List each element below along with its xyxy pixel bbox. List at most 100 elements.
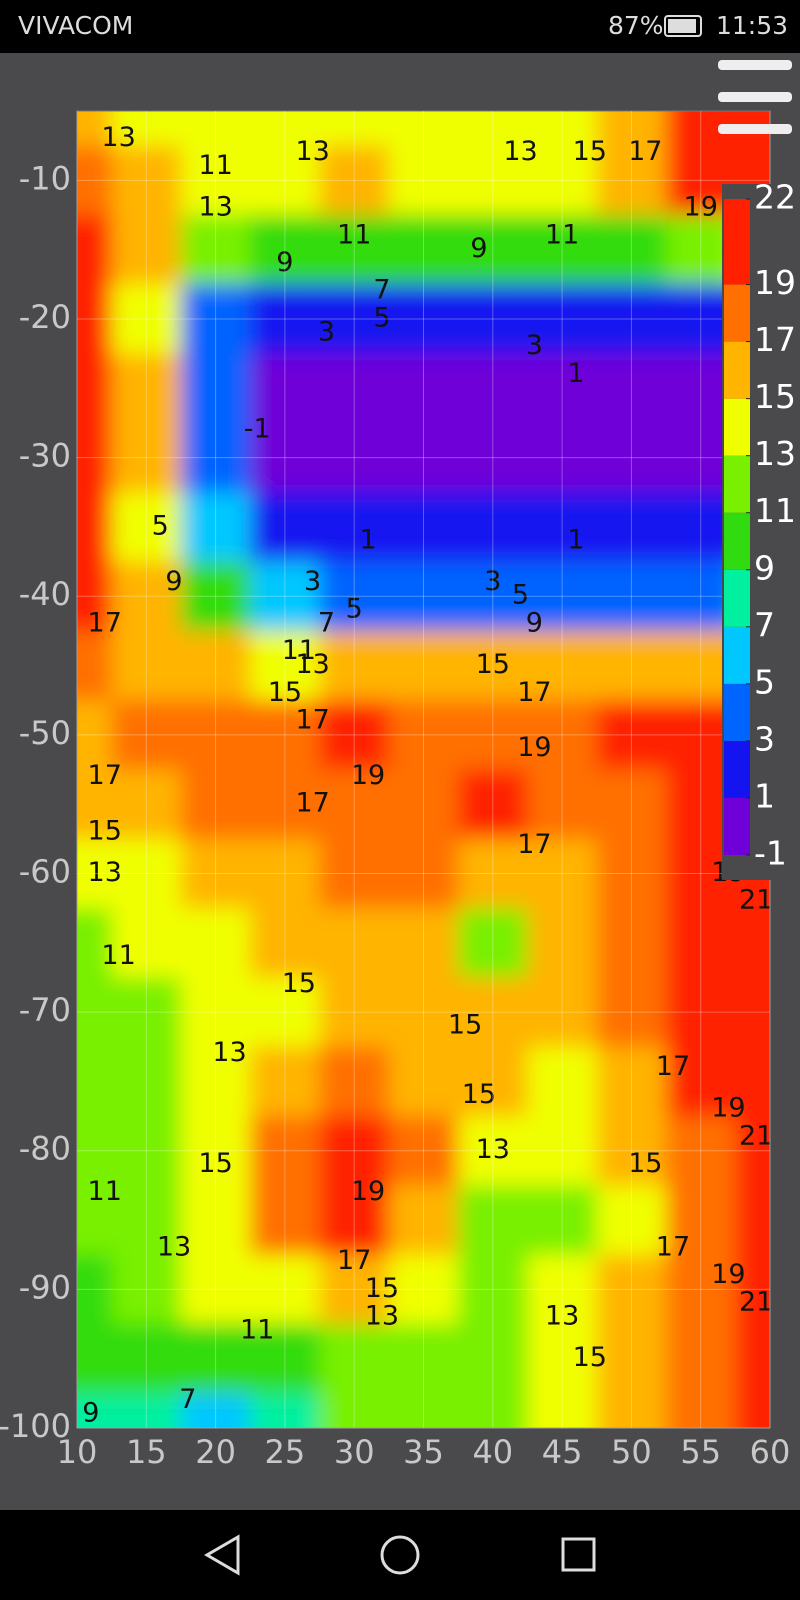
contour-cell	[180, 561, 251, 632]
contour-label: 13	[198, 192, 232, 223]
contour-cell	[319, 1324, 390, 1394]
contour-cell	[527, 145, 598, 216]
contour-label: 13	[212, 1037, 246, 1068]
contour-cell	[77, 422, 113, 493]
contour-label: 13	[476, 1134, 510, 1165]
contour-cell	[77, 145, 113, 216]
contour-cell	[527, 1046, 598, 1117]
contour-label: 5	[512, 580, 529, 611]
menu-bar[interactable]	[718, 92, 792, 102]
contour-cell	[319, 111, 390, 147]
contour-cell	[596, 284, 667, 355]
contour-cell	[596, 1324, 667, 1394]
contour-cell	[250, 111, 321, 147]
contour-label: 11	[282, 635, 316, 666]
contour-cell	[250, 1185, 321, 1256]
menu-bar[interactable]	[718, 124, 792, 134]
contour-label: 19	[351, 1176, 385, 1207]
colorbar-tick-label: 17	[754, 320, 796, 359]
x-tick-label: 10	[57, 1433, 98, 1471]
menu-button[interactable]	[718, 60, 792, 134]
contour-cell	[458, 1185, 528, 1256]
contour-cell	[77, 908, 113, 978]
contour-cell	[388, 1393, 459, 1428]
colorbar-swatch	[724, 341, 750, 399]
contour-cell	[527, 214, 598, 285]
contour-cell	[388, 630, 459, 701]
contour-cell	[77, 1116, 113, 1186]
contour-cell	[111, 630, 182, 701]
colorbar-swatch	[724, 797, 750, 855]
contour-cell	[319, 492, 390, 563]
colorbar-tick-label: -1	[754, 834, 787, 873]
nav-bar	[0, 1510, 800, 1600]
contour-label: 1	[567, 358, 584, 389]
contour-cell	[77, 1393, 113, 1428]
home-button[interactable]	[380, 1535, 420, 1575]
contour-label: 15	[198, 1148, 232, 1179]
contour-cell	[77, 561, 113, 632]
contour-label: 5	[346, 594, 363, 625]
y-tick-label: -100	[0, 1407, 71, 1445]
contour-label: 5	[373, 302, 390, 333]
contour-cell	[77, 700, 113, 770]
contour-cell	[596, 977, 667, 1048]
contour-cell	[458, 908, 528, 978]
contour-cell	[319, 630, 390, 701]
recents-button[interactable]	[561, 1537, 596, 1572]
contour-cell	[111, 1185, 182, 1256]
contour-cell	[180, 977, 251, 1048]
contour-cell	[666, 1393, 736, 1428]
contour-cell	[596, 630, 667, 701]
contour-cell	[666, 908, 736, 978]
contour-cell	[111, 145, 182, 216]
contour-cell	[77, 1324, 113, 1394]
contour-label: 15	[628, 1148, 662, 1179]
x-tick-label: 60	[750, 1433, 791, 1471]
contour-cell	[527, 1254, 598, 1325]
contour-cell	[527, 908, 598, 978]
contour-cell	[458, 630, 528, 701]
x-tick-label: 30	[334, 1433, 375, 1471]
x-tick-label: 55	[680, 1433, 721, 1471]
colorbar-swatch	[724, 455, 750, 513]
contour-label: 17	[88, 760, 122, 791]
contour-cell	[527, 353, 598, 424]
contour-cell	[319, 145, 390, 216]
contour-cell	[180, 838, 251, 909]
contour-cell	[388, 422, 459, 493]
contour-label: 21	[739, 885, 773, 916]
contour-cell	[250, 561, 321, 632]
contour-cell	[77, 353, 113, 424]
x-tick-label: 50	[611, 1433, 652, 1471]
colorbar-tick-label: 1	[754, 776, 775, 815]
y-tick-label: -50	[19, 714, 71, 752]
contour-cell	[458, 214, 528, 285]
contour-label: 3	[318, 316, 335, 347]
contour-cell	[77, 977, 113, 1048]
colorbar-tick-label: 9	[754, 548, 775, 587]
back-button[interactable]	[204, 1534, 240, 1576]
contour-cell	[111, 1324, 182, 1394]
contour-cell	[388, 561, 459, 632]
contour-cell	[596, 769, 667, 840]
contour-label: 11	[198, 150, 232, 181]
contour-cell	[319, 700, 390, 770]
x-tick-label: 40	[472, 1433, 513, 1471]
contour-cell	[458, 561, 528, 632]
colorbar-tick-label: 13	[754, 434, 796, 473]
contour-label: 15	[476, 649, 510, 680]
contour-cell	[388, 1116, 459, 1186]
colorbar-swatch	[724, 199, 750, 285]
contour-label: 13	[295, 649, 329, 680]
contour-cell	[596, 353, 667, 424]
y-tick-label: -20	[19, 298, 71, 336]
battery-icon	[664, 15, 702, 37]
contour-cell	[388, 1324, 459, 1394]
contour-label: 11	[101, 940, 135, 971]
contour-cell	[319, 838, 390, 909]
contour-cell	[250, 1393, 321, 1428]
contour-cell	[458, 700, 528, 770]
contour-cell	[180, 145, 251, 216]
menu-bar[interactable]	[718, 60, 792, 70]
